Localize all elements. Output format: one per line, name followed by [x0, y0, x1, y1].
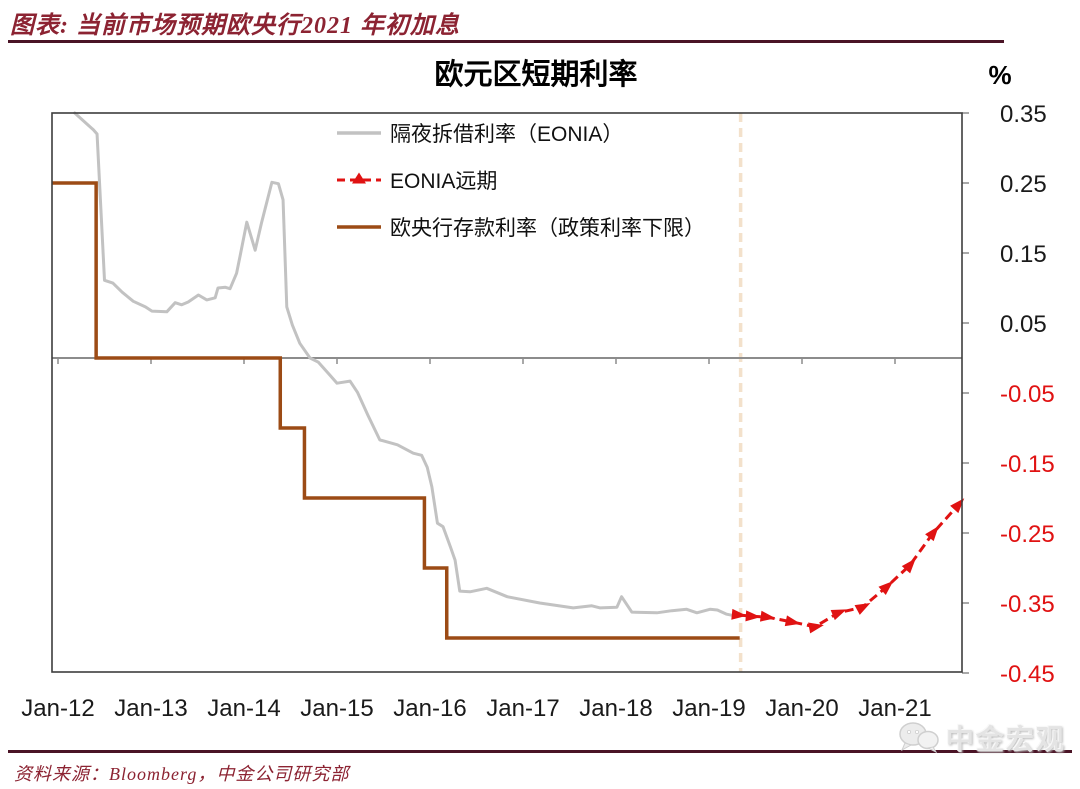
footer-rule	[8, 750, 1072, 753]
x-tick-label: Jan-12	[21, 695, 94, 722]
x-tick-label: Jan-15	[300, 695, 373, 722]
eurozone-short-rates-chart: Jan-12 Jan-13 Jan-14 Jan-15 Jan-16 Jan-17 Jan-…	[21, 57, 1054, 722]
y-axis-unit-label: %	[988, 60, 1011, 90]
forward-triangle-marker	[830, 609, 847, 621]
deposit-rate-step-line	[52, 181, 740, 640]
forward-triangle-marker	[808, 622, 824, 634]
watermark-text: 中金宏观	[945, 724, 1066, 755]
x-tick-label: Jan-14	[207, 695, 280, 722]
series-layer	[52, 111, 965, 640]
y-tick-label: 0.15	[1000, 241, 1047, 268]
forward-triangle-marker	[745, 610, 761, 622]
y-tick-label: 0.35	[1000, 101, 1047, 128]
y-tick-label: -0.15	[1000, 451, 1055, 478]
eonia-forward-line	[737, 503, 960, 629]
y-tick-label: -0.35	[1000, 591, 1055, 618]
legend-label-eonia-forward: EONIA远期	[390, 170, 497, 193]
y-tick-label: -0.05	[1000, 381, 1055, 408]
x-tick-label: Jan-19	[672, 695, 745, 722]
brand-watermark: 中金宏观	[898, 718, 1066, 758]
y-tick-label: 0.25	[1000, 171, 1047, 198]
legend: 隔夜拆借利率（EONIA） EONIA远期 欧央行存款利率（政策利率下限）	[337, 123, 705, 240]
page-title: 图表: 当前市场预期欧央行2021 年初加息	[10, 13, 460, 39]
y-tick-label: 0.05	[1000, 311, 1047, 338]
forward-triangle-marker	[784, 615, 801, 627]
forward-triangle-marker	[854, 602, 871, 615]
plot-frame-layer	[51, 112, 963, 673]
x-tick-label: Jan-21	[858, 695, 931, 722]
x-tick-label: Jan-17	[486, 695, 559, 722]
forward-triangle-marker	[925, 525, 939, 542]
forward-triangle-marker	[731, 608, 747, 620]
x-tick-label: Jan-20	[765, 695, 838, 722]
axes-layer	[52, 112, 969, 674]
legend-label-deposit-rate: 欧央行存款利率（政策利率下限）	[390, 217, 705, 240]
x-tick-label: Jan-13	[114, 695, 187, 722]
chart-title: 欧元区短期利率	[434, 57, 637, 91]
y-tick-label: -0.25	[1000, 521, 1055, 548]
x-tick-label: Jan-16	[393, 695, 466, 722]
source-note: 资料来源：Bloomberg，中金公司研究部	[14, 764, 350, 784]
y-tick-label: -0.45	[1000, 661, 1055, 688]
eonia-actual-line	[73, 111, 739, 618]
x-tick-label: Jan-18	[579, 695, 652, 722]
legend-triangle-marker-icon	[352, 172, 366, 184]
legend-label-eonia: 隔夜拆借利率（EONIA）	[390, 123, 623, 146]
plot-border	[51, 112, 963, 673]
tick-labels-layer: Jan-12 Jan-13 Jan-14 Jan-15 Jan-16 Jan-17 Jan-…	[21, 101, 1054, 722]
forward-triangle-marker	[950, 498, 965, 514]
forward-triangle-marker	[901, 558, 916, 574]
forward-triangle-marker	[878, 580, 894, 595]
title-underline-rule	[8, 40, 1004, 43]
wechat-chat-bubbles-icon	[899, 722, 939, 754]
forward-triangle-marker	[759, 610, 776, 622]
